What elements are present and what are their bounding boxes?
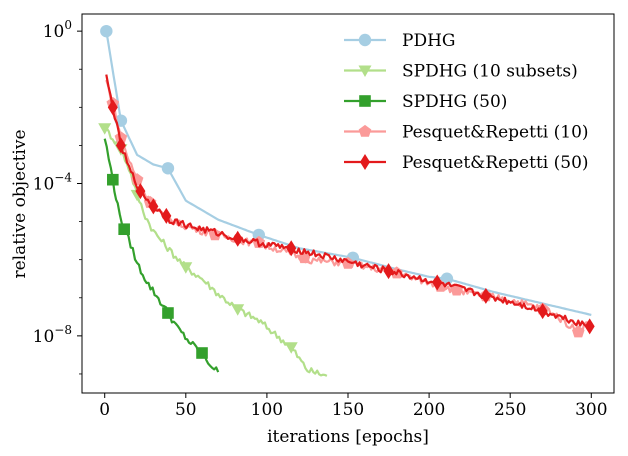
legend: PDHG SPDHG (10 subsets) SPDHG (50) Pesquet&…	[344, 31, 589, 173]
axes-layer: 0 50 100 150 200 250 300 100 10−4 10−8	[33, 13, 615, 420]
series-1-marker-3	[179, 262, 193, 274]
legend-label-0: PDHG	[402, 31, 455, 51]
y-tick-label-2: 10−8	[33, 323, 72, 347]
series-4-marker-0	[107, 99, 118, 116]
legend-label-4: Pesquet&Repetti (50)	[402, 153, 589, 173]
series-4-marker-1	[115, 137, 126, 154]
legend-marker-1	[358, 65, 372, 77]
series-4-marker-9	[480, 287, 491, 304]
series-3-marker-1	[114, 131, 128, 144]
series-4-marker-4	[161, 207, 172, 224]
series-4	[105, 74, 595, 335]
x-tick-label-6: 300	[575, 400, 607, 420]
legend-marker-4	[360, 154, 370, 170]
series-4-marker-3	[148, 198, 159, 215]
x-tick-label-4: 200	[413, 400, 445, 420]
series-4-marker-2	[135, 183, 146, 200]
y-tick-label-0: 100	[43, 18, 72, 42]
series-2-marker-2	[162, 307, 174, 319]
series-1-marker-5	[284, 342, 298, 354]
series-3-marker-4	[208, 228, 222, 241]
series-0-marker-5	[440, 272, 454, 285]
series-2-marker-0	[107, 173, 119, 186]
legend-marker-0	[358, 33, 372, 47]
series-2-marker-3	[196, 347, 208, 359]
series-4-marker-6	[286, 240, 297, 257]
x-axis-label: iterations [epochs]	[267, 427, 429, 447]
x-tick-label-0: 0	[99, 400, 110, 420]
series-4-marker-8	[432, 274, 443, 291]
series-0-marker-0	[100, 24, 113, 38]
legend-label-1: SPDHG (10 subsets)	[402, 62, 578, 82]
x-tick-label-3: 150	[332, 400, 364, 420]
series-4-marker-7	[383, 263, 394, 280]
series-2	[103, 138, 220, 373]
legend-marker-2	[359, 95, 371, 107]
series-0-marker-2	[161, 162, 175, 175]
series-1-marker-4	[231, 304, 245, 316]
series-4-marker-5	[232, 230, 243, 247]
x-tick-label-5: 250	[494, 400, 526, 420]
y-axis-label: relative objective	[10, 130, 30, 279]
legend-marker-3	[358, 124, 372, 137]
legend-label-2: SPDHG (50)	[402, 92, 507, 112]
y-tick-label-1: 10−4	[33, 171, 73, 195]
series-layer	[98, 24, 595, 377]
series-4-marker-11	[584, 318, 595, 335]
series-2-marker-1	[118, 223, 130, 236]
series-3-marker-13	[572, 325, 585, 338]
x-tick-label-2: 100	[251, 400, 283, 420]
series-1-marker-0	[98, 123, 112, 135]
series-0-marker-3	[252, 228, 265, 242]
series-4-marker-10	[537, 303, 548, 320]
series-line-4	[105, 74, 590, 328]
x-tick-label-1: 50	[175, 400, 197, 420]
legend-label-3: Pesquet&Repetti (10)	[402, 123, 589, 143]
